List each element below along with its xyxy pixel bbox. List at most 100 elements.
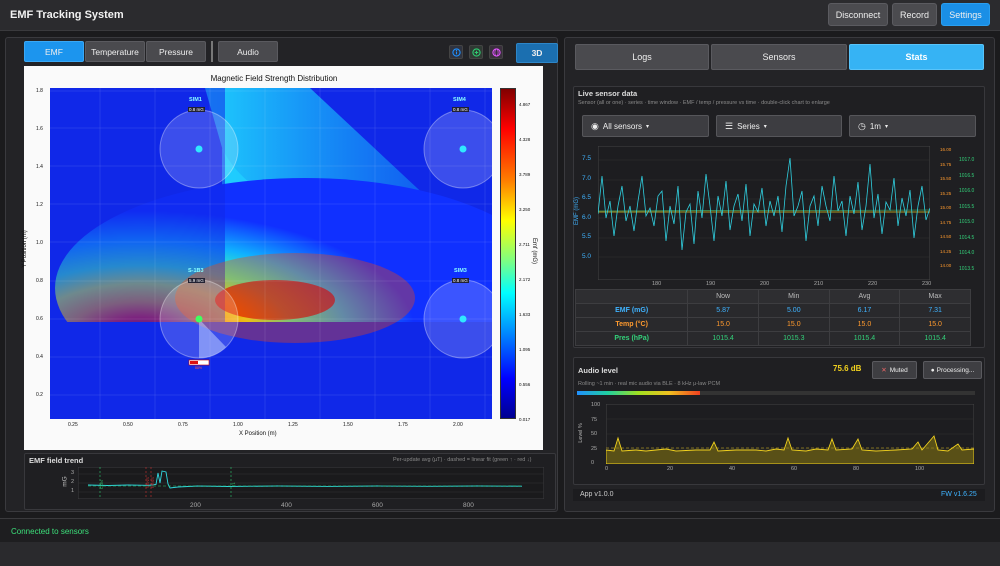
colorbar-tick: 2.711 bbox=[519, 242, 530, 247]
mute-button[interactable]: ✕ Muted bbox=[872, 361, 917, 379]
stats-cell: 5.87 bbox=[687, 303, 759, 318]
heatmap-x-tick: 1.75 bbox=[398, 422, 408, 428]
time-window-value: 1m bbox=[869, 121, 881, 131]
app-title: EMF Tracking System bbox=[10, 9, 124, 21]
trend-y-tick: 3 bbox=[71, 470, 75, 476]
live-pressure-tick: 1014.5 bbox=[959, 234, 975, 241]
processing-button[interactable]: ● Processing... bbox=[923, 361, 982, 379]
stats-row-label: Pres (hPa) bbox=[574, 331, 689, 346]
trend-chart[interactable] bbox=[78, 467, 544, 499]
live-subtitle: Sensor (all or one) · series · time wind… bbox=[578, 100, 830, 106]
tab-emf[interactable]: EMF bbox=[24, 41, 84, 62]
heatmap-title: Magnetic Field Strength Distribution bbox=[210, 74, 338, 83]
tab-divider bbox=[211, 41, 213, 62]
tab-sensors[interactable]: Sensors bbox=[711, 44, 847, 70]
series-select[interactable]: ☰ Series ▾ bbox=[716, 115, 842, 137]
trend-x-tick: 600 bbox=[372, 502, 383, 509]
heatmap-y-tick: 0.8 bbox=[36, 278, 43, 284]
stats-cell: 7.31 bbox=[899, 303, 971, 318]
settings-button[interactable]: Settings bbox=[941, 3, 990, 26]
sensor-value-sim4: 0.8 mG bbox=[452, 107, 469, 112]
sensor-value-sim3: 0.8 mG bbox=[452, 278, 469, 283]
sensor-tag-label: 88% bbox=[195, 366, 203, 370]
audio-level-chart[interactable] bbox=[606, 404, 974, 464]
mute-button-label: Muted bbox=[889, 366, 908, 374]
disconnect-button[interactable]: Disconnect bbox=[828, 3, 888, 26]
heatmap-y-tick: 1.8 bbox=[36, 88, 43, 94]
sensor-markers[interactable] bbox=[195, 145, 467, 323]
audio-x-tick: 100 bbox=[915, 466, 925, 472]
sensor-value-s1b3: 5.9 mG bbox=[188, 278, 205, 283]
time-window-select[interactable]: ◷ 1m ▾ bbox=[849, 115, 976, 137]
tab-temperature[interactable]: Temperature bbox=[85, 41, 145, 62]
heatmap-x-tick: 0.50 bbox=[123, 422, 133, 428]
colorbar-tick: 0.556 bbox=[519, 382, 531, 387]
sensor-select[interactable]: ◉ All sensors ▾ bbox=[582, 115, 709, 137]
stats-cell: 15.0 bbox=[899, 317, 971, 332]
muted-speaker-icon: ✕ bbox=[881, 367, 887, 374]
tab-stats[interactable]: Stats bbox=[849, 44, 984, 70]
heatmap-x-tick: 0.25 bbox=[68, 422, 78, 428]
live-temp-tick: 14.25 bbox=[940, 248, 952, 254]
live-temp-tick: 15.25 bbox=[940, 190, 952, 196]
tab-pressure[interactable]: Pressure bbox=[146, 41, 206, 62]
heatmap-ylabel: Y Position (m) bbox=[21, 230, 28, 268]
stats-cell: 15.0 bbox=[757, 317, 830, 332]
heatmap-x-tick: 1.50 bbox=[343, 422, 353, 428]
live-x-tick: 220 bbox=[868, 281, 878, 287]
stats-cell: 15.0 bbox=[687, 317, 759, 332]
sensor-label-sim3: SIM3 bbox=[454, 268, 467, 274]
live-sensor-chart[interactable] bbox=[598, 146, 930, 280]
audio-level-meter bbox=[577, 391, 975, 395]
stats-cell: 6.17 bbox=[828, 303, 901, 318]
colorbar-tick: 2.172 bbox=[519, 277, 531, 282]
heatmap-x-tick: 1.00 bbox=[233, 422, 243, 428]
plus-icon-button[interactable] bbox=[469, 45, 483, 59]
stats-header: Min bbox=[757, 289, 830, 304]
colorbar bbox=[500, 88, 516, 419]
live-left-tick: 7.0 bbox=[582, 174, 592, 182]
trend-note: Per-update avg (µT) · dashed = linear fi… bbox=[393, 457, 532, 463]
sensor-label-sim4: SIM4 bbox=[453, 97, 466, 103]
live-x-tick: 210 bbox=[814, 281, 824, 287]
live-pressure-tick: 1016.0 bbox=[959, 188, 975, 194]
audio-x-tick: 80 bbox=[853, 466, 860, 472]
spinner-icon: ● bbox=[930, 366, 935, 374]
colorbar-tick: 1.095 bbox=[519, 347, 531, 352]
trend-y-tick: 1 bbox=[71, 488, 75, 494]
colorbar-tick: 3.250 bbox=[519, 207, 531, 212]
stats-header-row: Now Min Avg Max bbox=[574, 289, 971, 304]
heatmap-y-tick: 0.4 bbox=[36, 354, 43, 360]
live-pressure-tick: 1013.5 bbox=[959, 265, 975, 272]
live-temp-tick: 14.75 bbox=[940, 219, 952, 225]
audio-level-value: 75.6 dB bbox=[833, 364, 862, 373]
stats-header bbox=[574, 289, 689, 304]
firmware-version: FW v1.6.25 bbox=[941, 491, 977, 498]
processing-button-label: Processing... bbox=[936, 366, 975, 374]
tab-audio[interactable]: Audio bbox=[218, 41, 278, 62]
stats-header: Max bbox=[899, 289, 971, 304]
trend-title: EMF field trend bbox=[29, 456, 84, 465]
trend-marker-t1: T1 bbox=[230, 482, 236, 487]
connection-status: Connected to sensors bbox=[11, 527, 89, 536]
view-3d-button[interactable]: 3D bbox=[516, 43, 558, 63]
trend-x-tick: 800 bbox=[463, 502, 474, 509]
live-chart-ylabel: EMF (mG) bbox=[574, 197, 580, 225]
record-button[interactable]: Record bbox=[892, 3, 937, 26]
heatmap-y-tick: 1.4 bbox=[36, 164, 43, 170]
heatmap-plot[interactable] bbox=[50, 88, 492, 419]
live-temp-tick: 15.00 bbox=[940, 205, 952, 210]
info-icon-button[interactable] bbox=[449, 45, 463, 59]
live-pressure-tick: 1017.0 bbox=[959, 157, 975, 163]
globe-icon-button[interactable] bbox=[489, 45, 503, 59]
stats-row-label: Temp (°C) bbox=[574, 317, 689, 332]
stats-cell: 1015.4 bbox=[899, 331, 971, 346]
chevron-down-icon: ▾ bbox=[645, 123, 649, 130]
colorbar-tick: 1.633 bbox=[519, 312, 531, 317]
tab-logs[interactable]: Logs bbox=[575, 44, 709, 70]
clock-icon: ◷ bbox=[858, 120, 866, 131]
colorbar-tick: 0.017 bbox=[519, 417, 531, 422]
stats-cell: 1015.4 bbox=[828, 331, 901, 346]
live-title: Live sensor data bbox=[578, 89, 638, 98]
live-left-tick: 5.5 bbox=[582, 233, 592, 240]
